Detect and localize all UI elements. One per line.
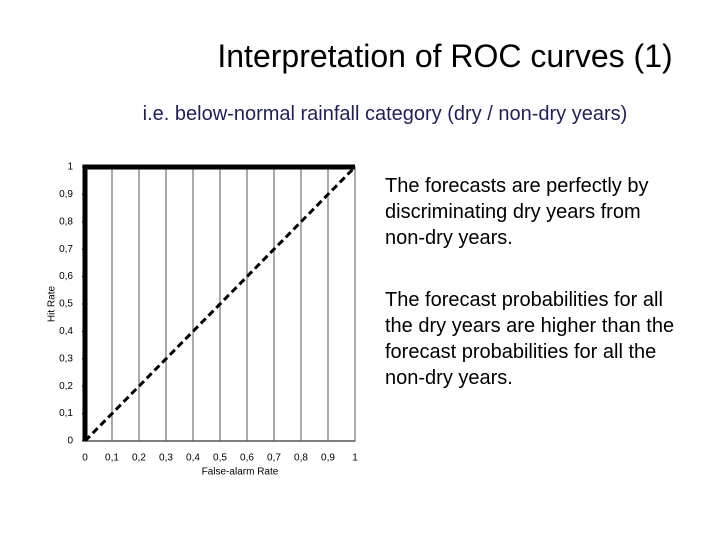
y-axis-label: Hit Rate (47, 286, 58, 323)
y-tick-label: 0,9 (59, 189, 73, 200)
y-tick-label: 0,6 (59, 271, 73, 282)
y-tick-label: 0,7 (59, 244, 73, 255)
x-tick-label: 0,8 (294, 453, 308, 464)
y-tick-label: 0,5 (59, 299, 73, 310)
slide-subtitle: i.e. below-normal rainfall category (dry… (142, 103, 628, 125)
x-tick-label: 0,7 (267, 453, 281, 464)
x-axis-label: False-alarm Rate (202, 467, 279, 478)
x-tick-label: 0,3 (159, 453, 173, 464)
note: The forecast probabilities for all the d… (385, 289, 675, 389)
y-tick-label: 0,4 (59, 326, 73, 337)
y-tick-label: 0,1 (59, 408, 73, 419)
roc-curve (82, 164, 355, 441)
x-tick-label: 0,9 (321, 453, 335, 464)
x-tick-label: 0,5 (213, 453, 227, 464)
note: The forecasts are perfectly by discrimin… (385, 175, 649, 249)
x-tick-label: 0,1 (105, 453, 119, 464)
y-tick-label: 0,2 (59, 381, 73, 392)
x-tick-label: 0,4 (186, 453, 200, 464)
roc-curve (83, 165, 357, 443)
y-tick-label: 0,8 (59, 216, 73, 227)
x-tick-label: 1 (352, 453, 358, 464)
slide-title: Interpretation of ROC curves (1) (217, 38, 673, 74)
y-tick-label: 1 (67, 162, 73, 173)
y-tick-label: 0 (67, 436, 73, 447)
x-tick-label: 0,6 (240, 453, 254, 464)
x-tick-label: 0 (82, 453, 88, 464)
x-tick-label: 0,2 (132, 453, 146, 464)
y-tick-label: 0,3 (59, 353, 73, 364)
